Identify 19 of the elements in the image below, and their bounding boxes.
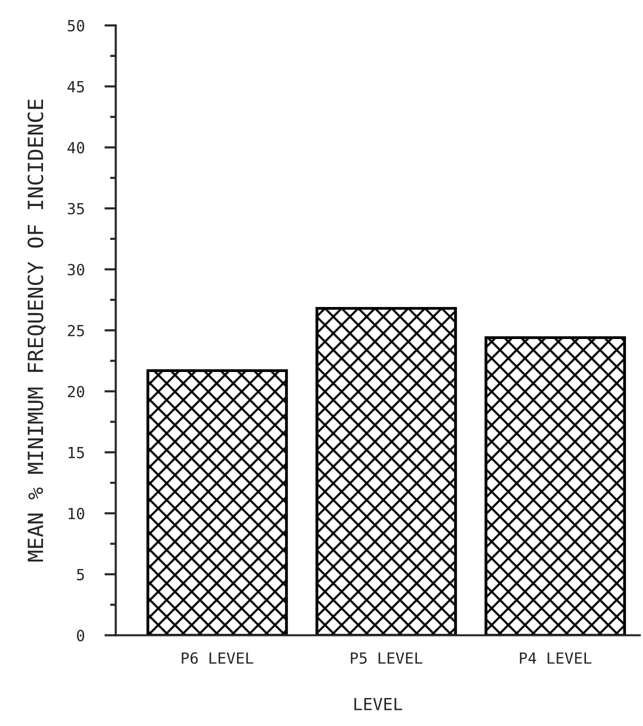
y-tick-label: 15 xyxy=(68,447,84,458)
y-axis-title: MEAN % MINIMUM FREQUENCY OF INCIDENCE xyxy=(28,100,46,562)
y-tick-label: 20 xyxy=(68,386,84,398)
bar xyxy=(316,306,457,636)
bar xyxy=(146,369,288,636)
y-tick-label: 0 xyxy=(76,630,84,642)
y-tick-label: 50 xyxy=(68,20,84,32)
y-tick-label: 35 xyxy=(68,202,84,214)
y-tick-label: 30 xyxy=(68,264,84,276)
y-tick-label: 40 xyxy=(68,142,84,154)
y-tick-label: 10 xyxy=(68,508,84,520)
bar xyxy=(484,336,626,636)
x-tick-label: P4 LEVEL xyxy=(520,652,592,664)
x-tick-label: P6 LEVEL xyxy=(182,652,254,664)
x-axis-title: LEVEL xyxy=(354,698,402,710)
y-tick-label: 25 xyxy=(68,324,84,336)
x-tick-label: P5 LEVEL xyxy=(350,652,422,664)
y-tick-label: 45 xyxy=(68,81,84,92)
y-tick-label: 5 xyxy=(77,568,84,580)
